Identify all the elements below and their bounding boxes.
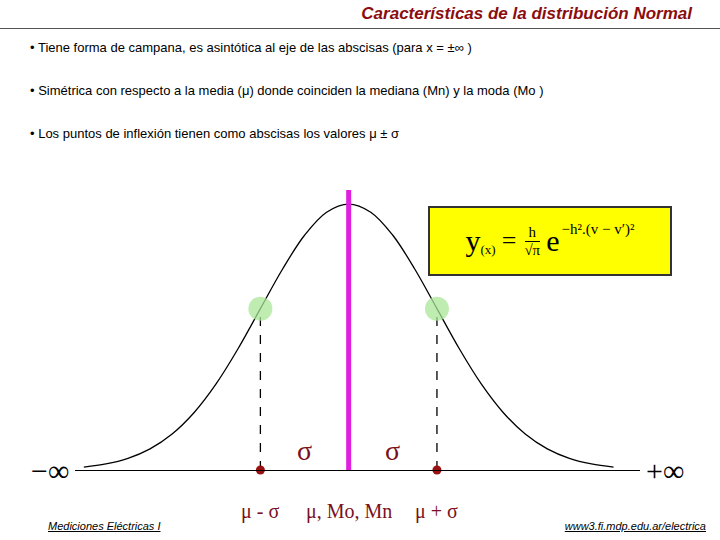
svg-text:μ + σ: μ + σ [415, 500, 458, 523]
svg-text:μ - σ: μ - σ [241, 500, 279, 523]
html-text:√π e−h².(v − v′)²: √π e−h².(v − v′)² [524, 220, 635, 258]
html-text:www3.fi.mdp.edu.ar/electrica: www3.fi.mdp.edu.ar/electrica [564, 520, 706, 532]
svg-text:σ: σ [385, 435, 400, 466]
html-text:Mediciones Eléctricas I: Mediciones Eléctricas I [48, 520, 161, 532]
svg-text:+∞: +∞ [646, 454, 684, 487]
html-text:• Tiene forma de campana, es a: • Tiene forma de campana, es asintótica … [30, 40, 472, 55]
html-text:Características de la distribu: Características de la distribución Norma… [361, 4, 692, 23]
html-text:y: y [465, 224, 481, 257]
html-text:• Simétrica con respecto a la: • Simétrica con respecto a la media (μ) … [30, 83, 544, 98]
svg-text:−∞: −∞ [31, 454, 69, 487]
svg-text:σ: σ [297, 435, 312, 466]
html-text:(x) =: (x) = [480, 226, 517, 257]
svg-text:μ, Mo, Mn: μ, Mo, Mn [306, 500, 392, 523]
html-text:h: h [528, 223, 536, 240]
html-text:• Los puntos de inflexión tien: • Los puntos de inflexión tienen como ab… [30, 126, 399, 141]
